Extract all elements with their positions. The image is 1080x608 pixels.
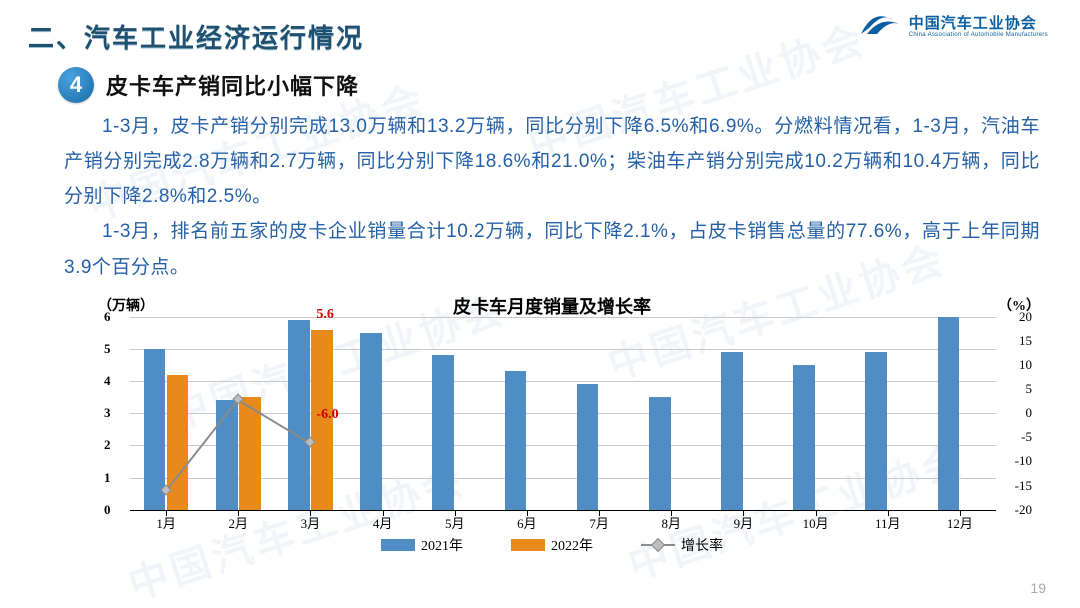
y-right-tick: 20 [1019,309,1032,325]
y-right-tick: 15 [1019,333,1032,349]
chart-annotation: -6.0 [316,407,338,423]
bar-2021 [793,365,815,510]
chart-plot-area: 0123456-20-15-10-5051015201月2月3月4月5月6月7月… [130,317,996,511]
legend-item-growth: 增长率 [641,535,723,555]
org-logo: 中国汽车工业协会 China Association of Automobile… [859,14,1048,41]
legend-label: 增长率 [681,535,723,555]
bar-2022 [239,397,261,510]
x-category-label: 11月 [875,513,901,532]
grid-line [130,349,996,350]
section-number-badge: 4 [58,67,94,103]
x-category-label: 6月 [517,513,537,532]
bar-2021 [216,400,238,509]
x-category-label: 2月 [228,513,248,532]
legend-label: 2021年 [421,535,463,555]
y-right-tick: -20 [1015,502,1032,518]
y-right-tick: 10 [1019,357,1032,373]
chart-annotation: 5.6 [316,307,334,323]
bar-2021 [865,352,887,510]
chart-legend: 2021年 2022年 增长率 [64,535,1040,555]
logo-mark-icon [859,14,901,41]
bar-2021 [288,320,310,510]
bar-2021 [721,352,743,510]
bar-2021 [432,355,454,509]
logo-cn-text: 中国汽车工业协会 [909,16,1048,32]
x-category-label: 7月 [589,513,609,532]
legend-swatch-2021 [381,539,415,551]
x-category-label: 3月 [301,513,321,532]
section-header: 4 皮卡车产销同比小幅下降 [58,67,1052,103]
paragraph: 1-3月，皮卡产销分别完成13.0万辆和13.2万辆，同比分别下降6.5%和6.… [64,109,1040,214]
x-category-label: 9月 [734,513,754,532]
section-title: 皮卡车产销同比小幅下降 [106,69,359,101]
legend-line-growth [641,544,675,546]
logo-en-text: China Association of Automobile Manufact… [909,32,1048,38]
y-right-tick: -15 [1015,478,1032,494]
y-left-tick: 5 [104,341,111,357]
y-right-tick: 0 [1026,405,1033,421]
y-left-tick: 4 [104,373,111,389]
x-category-label: 12月 [947,513,973,532]
chart-title: 皮卡车月度销量及增长率 [64,293,1040,319]
bar-2021 [144,349,166,510]
x-category-label: 5月 [445,513,465,532]
y-left-tick: 2 [104,437,111,453]
x-category-label: 10月 [803,513,829,532]
slide-root: 中国汽车工业协会 中国汽车工业协会 中国汽车工业协会 中国汽车工业协会 中国汽车… [0,0,1080,608]
body-paragraphs: 1-3月，皮卡产销分别完成13.0万辆和13.2万辆，同比分别下降6.5%和6.… [64,109,1040,285]
bar-2021 [938,317,960,510]
paragraph: 1-3月，排名前五家的皮卡企业销量合计10.2万辆，同比下降2.1%，占皮卡销售… [64,214,1040,284]
y-left-tick: 3 [104,405,111,421]
page-number: 19 [1030,580,1046,596]
y-right-tick: -10 [1015,453,1032,469]
bar-2021 [649,397,671,510]
bar-2021 [505,371,527,509]
grid-line [130,317,996,318]
legend-swatch-2022 [511,539,545,551]
x-category-label: 8月 [661,513,681,532]
y-right-tick: 5 [1026,381,1033,397]
legend-label: 2022年 [551,535,593,555]
x-category-label: 1月 [156,513,176,532]
x-category-label: 4月 [373,513,393,532]
y-left-tick: 0 [104,502,111,518]
bar-2021 [360,333,382,510]
legend-item-2022: 2022年 [511,535,593,555]
y-left-tick: 6 [104,309,111,325]
y-left-tick: 1 [104,470,111,486]
chart-container: 皮卡车月度销量及增长率 （万辆） （%） 0123456-20-15-10-50… [64,293,1040,555]
bar-2021 [577,384,599,509]
legend-item-2021: 2021年 [381,535,463,555]
y-right-tick: -5 [1021,429,1032,445]
